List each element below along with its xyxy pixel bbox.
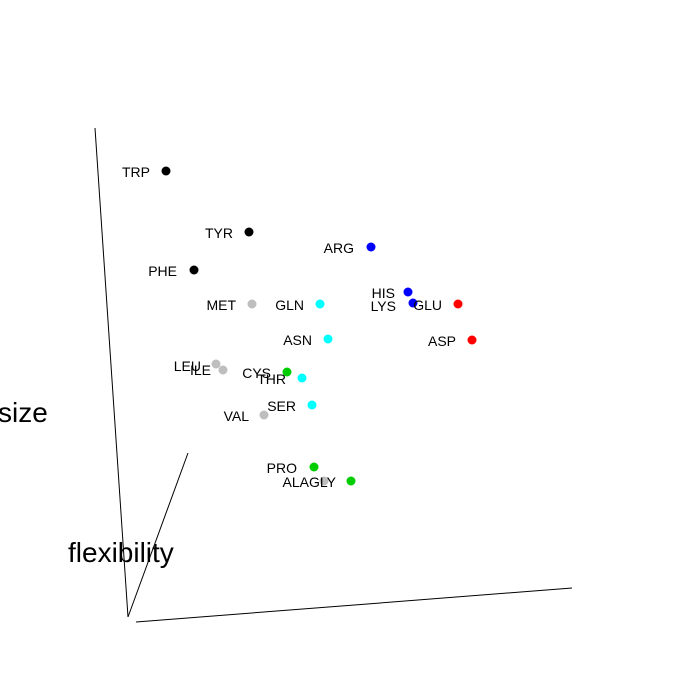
point-tyr: TYR xyxy=(205,225,254,241)
point-marker-tyr xyxy=(244,227,254,237)
point-label-asn: ASN xyxy=(283,332,312,348)
point-ala: ALA xyxy=(283,474,329,490)
point-trp: TRP xyxy=(122,164,171,180)
point-marker-gln xyxy=(315,299,325,309)
point-label-gly: GLY xyxy=(309,474,337,490)
depth-axis-line xyxy=(127,452,189,618)
point-label-ser: SER xyxy=(267,398,296,414)
point-label-glu: GLU xyxy=(413,297,442,313)
point-glu: GLU xyxy=(413,297,463,313)
point-marker-met xyxy=(247,299,257,309)
point-asn: ASN xyxy=(283,332,333,348)
point-label-tyr: TYR xyxy=(205,225,233,241)
point-marker-phe xyxy=(189,265,199,275)
point-lys: LYS xyxy=(371,298,418,314)
point-asp: ASP xyxy=(428,333,477,349)
point-val: VAL xyxy=(224,408,269,424)
point-label-ile: ILE xyxy=(190,362,211,378)
point-label-gln: GLN xyxy=(275,297,304,313)
point-ser: SER xyxy=(267,398,317,414)
point-marker-ser xyxy=(307,400,317,410)
point-phe: PHE xyxy=(148,263,199,279)
point-marker-his xyxy=(403,287,413,297)
size-axis-label: size xyxy=(0,397,48,428)
point-label-lys: LYS xyxy=(371,298,396,314)
point-marker-gly xyxy=(346,476,356,486)
point-label-pro: PRO xyxy=(267,460,297,476)
point-his: HIS xyxy=(372,285,413,301)
point-thr: THR xyxy=(257,371,307,387)
flexibility-axis-label: flexibility xyxy=(68,537,174,568)
point-label-arg: ARG xyxy=(324,240,354,256)
point-cys: CYS xyxy=(242,365,292,381)
point-marker-ile xyxy=(218,365,228,375)
point-marker-leu xyxy=(211,359,221,369)
point-label-val: VAL xyxy=(224,408,250,424)
point-arg: ARG xyxy=(324,240,376,256)
vertical-axis-line xyxy=(94,127,129,618)
point-marker-lys xyxy=(408,298,418,308)
point-leu: LEU xyxy=(174,358,221,374)
point-marker-asp xyxy=(467,335,477,345)
horizontal-axis-line xyxy=(135,587,573,623)
point-marker-asn xyxy=(323,334,333,344)
point-label-met: MET xyxy=(206,297,236,313)
point-marker-thr xyxy=(297,373,307,383)
axes xyxy=(94,127,573,623)
point-marker-glu xyxy=(453,299,463,309)
point-label-ala: ALA xyxy=(283,474,310,490)
point-ile: ILE xyxy=(190,362,228,378)
point-marker-ala xyxy=(319,476,329,486)
point-label-thr: THR xyxy=(257,371,286,387)
point-pro: PRO xyxy=(267,460,319,476)
point-label-leu: LEU xyxy=(174,358,201,374)
point-marker-pro xyxy=(309,462,319,472)
point-label-asp: ASP xyxy=(428,333,456,349)
point-marker-arg xyxy=(366,242,376,252)
point-marker-cys xyxy=(282,367,292,377)
point-gly: GLY xyxy=(309,474,356,490)
point-marker-val xyxy=(259,410,269,420)
point-label-trp: TRP xyxy=(122,164,150,180)
point-gln: GLN xyxy=(275,297,325,313)
point-label-cys: CYS xyxy=(242,365,271,381)
point-label-his: HIS xyxy=(372,285,395,301)
point-met: MET xyxy=(206,297,257,313)
point-marker-trp xyxy=(161,166,171,176)
point-label-phe: PHE xyxy=(148,263,177,279)
